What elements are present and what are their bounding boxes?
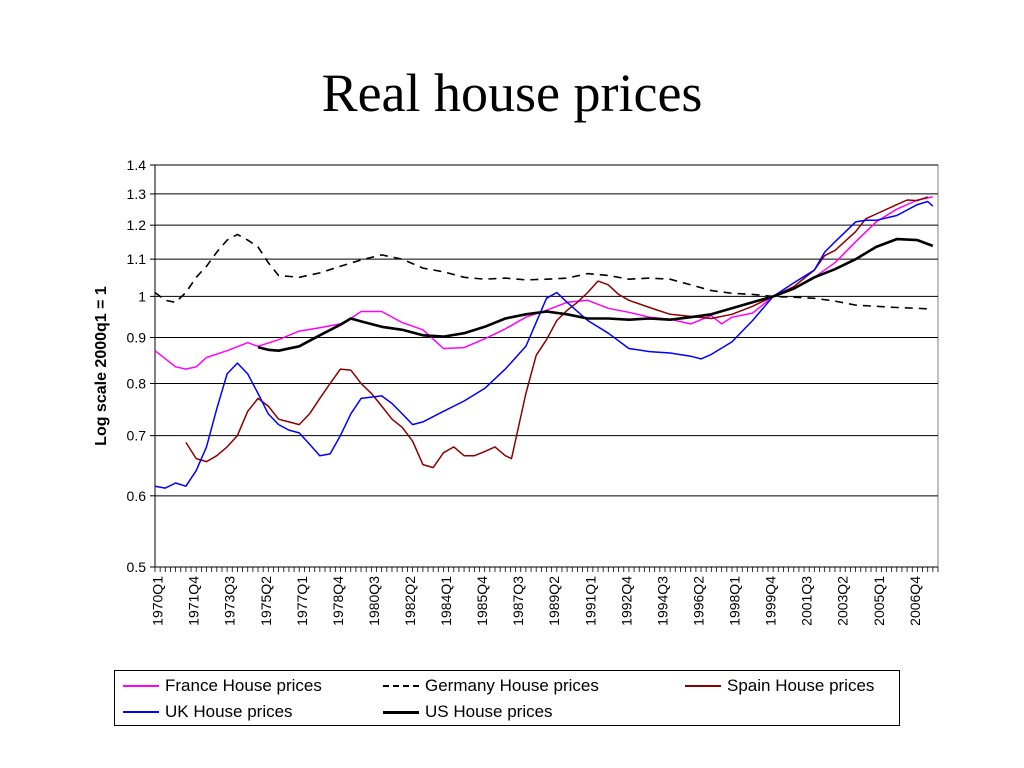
legend-label: Germany House prices bbox=[425, 676, 599, 695]
x-tick-label: 1978Q4 bbox=[330, 576, 346, 626]
x-tick-label: 1989Q2 bbox=[546, 576, 562, 626]
x-tick-label: 1977Q1 bbox=[294, 576, 310, 626]
x-axis: 1970Q1 1971Q4 1973Q3 1975Q2 1977Q1 1978Q4 1980… bbox=[150, 566, 939, 626]
series-line-spain bbox=[185, 196, 928, 469]
x-tick-label: 1996Q2 bbox=[690, 576, 706, 626]
x-tick-label: 1991Q1 bbox=[582, 576, 598, 626]
legend-item-spain: Spain House prices bbox=[685, 675, 874, 697]
x-tick-label: 1998Q1 bbox=[727, 576, 743, 626]
y-axis: 0.5 0.6 0.7 0.8 0.9 1 1.1 1.2 1.3 1.4 bbox=[127, 157, 156, 575]
legend-swatch bbox=[123, 711, 159, 713]
legend-item-france: France House prices bbox=[123, 675, 322, 697]
x-tick-label: 2006Q4 bbox=[907, 576, 923, 626]
x-tick-label: 2005Q1 bbox=[871, 576, 887, 626]
legend-label: Spain House prices bbox=[727, 676, 875, 695]
x-tick-label: 2003Q2 bbox=[835, 576, 851, 626]
x-tick-label: 1987Q3 bbox=[510, 576, 526, 626]
x-tick-label: 1982Q2 bbox=[402, 576, 418, 626]
y-tick-label: 1.4 bbox=[127, 157, 147, 173]
x-tick-label: 1970Q1 bbox=[150, 576, 166, 626]
plot-border bbox=[154, 164, 939, 568]
x-tick-label: 1975Q2 bbox=[258, 576, 274, 626]
y-tick-label: 0.5 bbox=[127, 559, 147, 575]
legend-swatch bbox=[383, 685, 419, 687]
legend-label: US House prices bbox=[425, 702, 553, 721]
x-tick-label: 1971Q4 bbox=[186, 576, 202, 626]
y-tick-label: 0.8 bbox=[127, 375, 147, 391]
legend-item-germany: Germany House prices bbox=[383, 675, 599, 697]
legend: France House prices Germany House prices S… bbox=[114, 670, 900, 726]
x-tick-label: 1992Q4 bbox=[618, 576, 634, 626]
y-tick-label: 0.6 bbox=[127, 488, 147, 504]
series-line-us bbox=[257, 237, 934, 352]
y-tick-label: 1.3 bbox=[127, 186, 147, 202]
y-tick-label: 1.1 bbox=[127, 251, 147, 267]
legend-label: UK House prices bbox=[165, 702, 293, 721]
legend-item-uk: UK House prices bbox=[123, 701, 293, 723]
y-tick-label: 0.9 bbox=[127, 330, 147, 346]
x-tick-label: 2001Q3 bbox=[799, 576, 815, 626]
y-tick-label: 1.2 bbox=[127, 217, 147, 233]
x-tick-label: 1984Q1 bbox=[438, 576, 454, 626]
legend-swatch bbox=[685, 685, 721, 687]
x-tick-label: 1985Q4 bbox=[474, 576, 490, 626]
y-axis-label: Log scale 2000q1 = 1 bbox=[93, 286, 110, 446]
slide-title: Real house prices bbox=[321, 63, 703, 123]
gridlines bbox=[155, 164, 938, 497]
legend-swatch bbox=[123, 685, 159, 687]
y-tick-label: 0.7 bbox=[127, 428, 147, 444]
x-tick-label: 1980Q3 bbox=[366, 576, 382, 626]
legend-swatch bbox=[383, 710, 419, 714]
series-line-germany bbox=[154, 233, 933, 310]
x-tick-label: 1994Q3 bbox=[654, 576, 670, 626]
series-lines bbox=[154, 196, 934, 489]
series-line-uk bbox=[154, 200, 934, 489]
legend-item-us: US House prices bbox=[383, 701, 553, 723]
x-tick-label: 1999Q4 bbox=[763, 576, 779, 626]
y-tick-label: 1 bbox=[138, 288, 146, 304]
legend-label: France House prices bbox=[165, 676, 322, 695]
x-tick-label: 1973Q3 bbox=[222, 576, 238, 626]
plot-area bbox=[154, 164, 939, 568]
